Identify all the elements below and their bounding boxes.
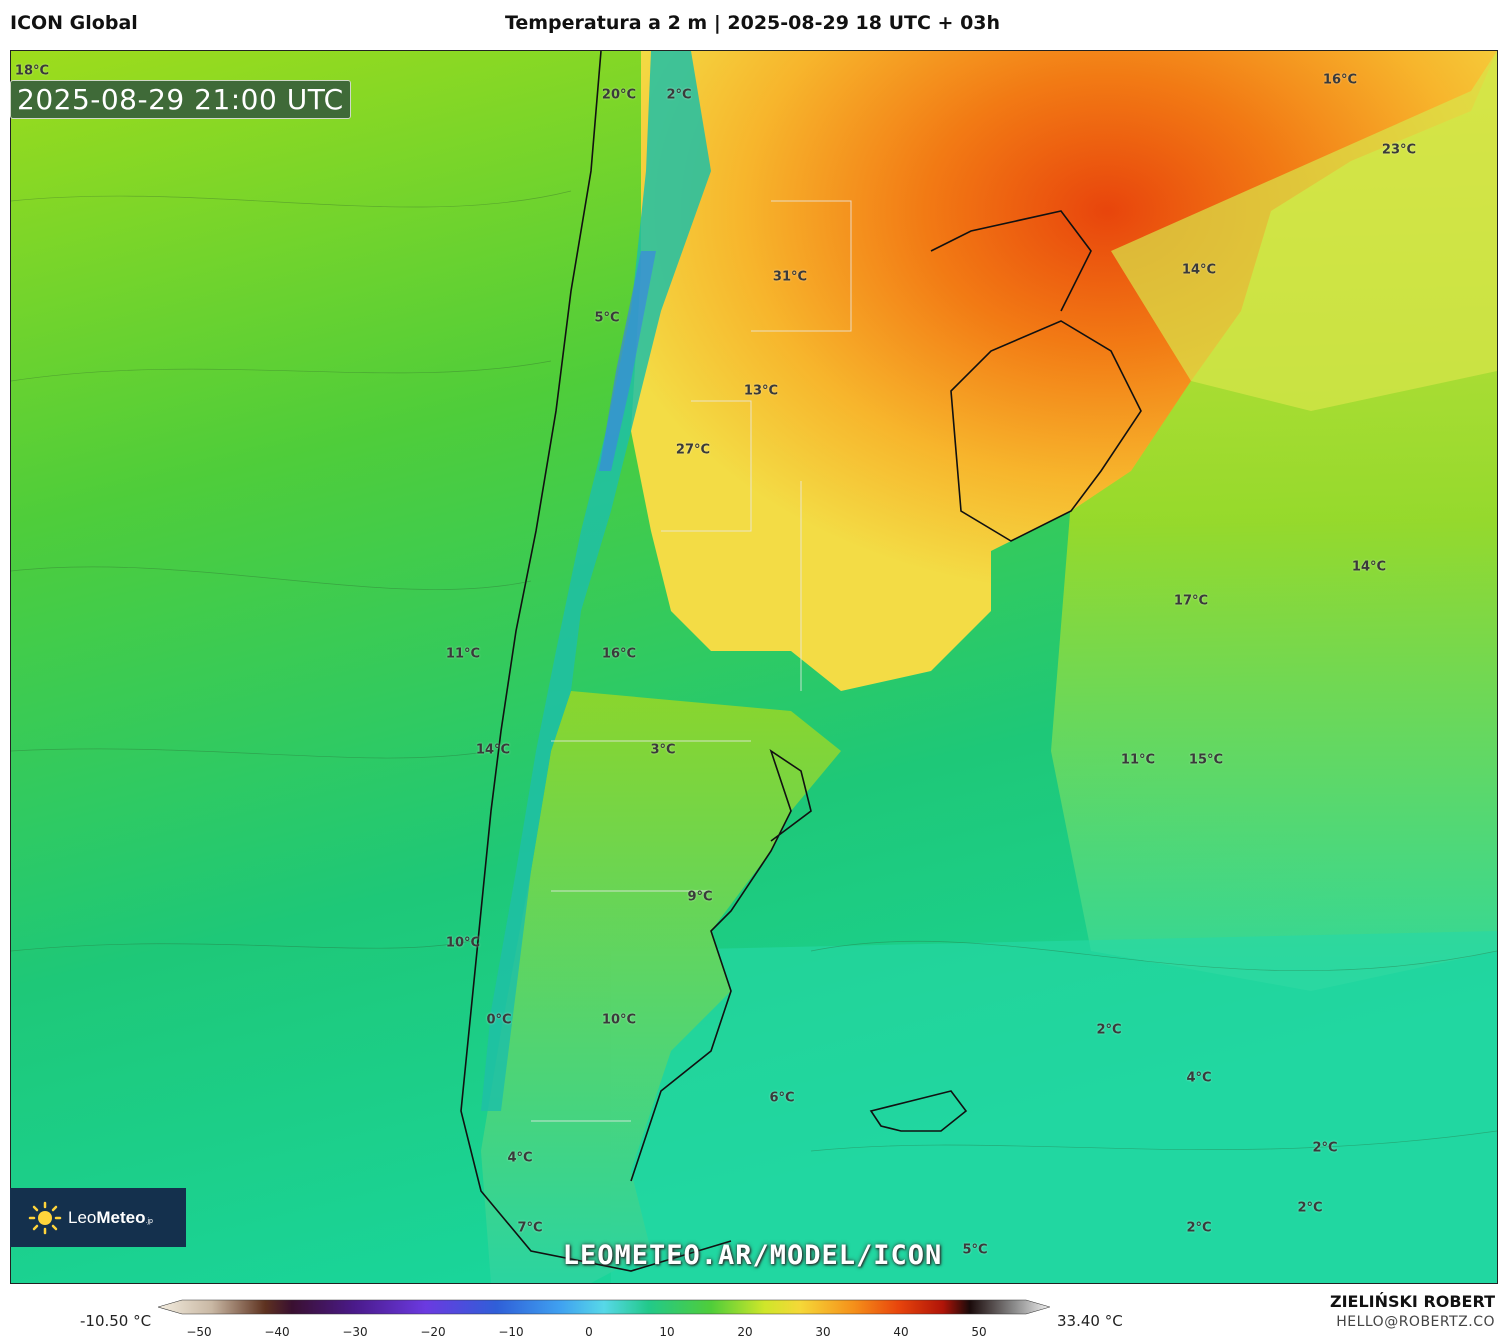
temp-label: 15°C — [1189, 753, 1223, 768]
temp-label: 23°C — [1382, 143, 1416, 158]
temp-label: 7°C — [517, 1221, 542, 1236]
valid-time-badge: 2025-08-29 21:00 UTC — [10, 80, 351, 119]
temp-label: 10°C — [446, 936, 480, 951]
colorbar-tick: 10 — [659, 1325, 674, 1339]
colorbar-max-label: 33.40 °C — [1057, 1312, 1123, 1330]
colorbar — [158, 1299, 1050, 1315]
temp-label: 4°C — [1186, 1071, 1211, 1086]
colorbar-tick: 30 — [815, 1325, 830, 1339]
temp-label: 16°C — [602, 647, 636, 662]
temp-label: 14°C — [476, 743, 510, 758]
temperature-map[interactable] — [10, 50, 1498, 1284]
temp-label: 16°C — [1323, 73, 1357, 88]
temp-label: 18°C — [15, 64, 49, 79]
colorbar-tick: 40 — [893, 1325, 908, 1339]
temp-label: 14°C — [1182, 263, 1216, 278]
colorbar-tick: 20 — [737, 1325, 752, 1339]
sun-icon — [28, 1201, 62, 1235]
colorbar-tick: 0 — [585, 1325, 593, 1339]
colorbar-tick: −10 — [498, 1325, 523, 1339]
logo-text: LeoMeteo.jp — [68, 1208, 153, 1228]
temp-label: 2°C — [1297, 1201, 1322, 1216]
colorbar-tick: −20 — [420, 1325, 445, 1339]
temp-label: 0°C — [486, 1013, 511, 1028]
temp-label: 3°C — [650, 743, 675, 758]
temp-label: 20°C — [602, 88, 636, 103]
temp-label: 4°C — [507, 1151, 532, 1166]
author-email[interactable]: HELLO@ROBERTZ.CO — [1336, 1314, 1495, 1330]
temp-label: 14°C — [1352, 560, 1386, 575]
temp-label: 31°C — [773, 270, 807, 285]
temp-label: 9°C — [687, 890, 712, 905]
temp-label: 10°C — [602, 1013, 636, 1028]
temp-label: 2°C — [1186, 1221, 1211, 1236]
temp-label: 5°C — [594, 311, 619, 326]
colorbar-tick: 50 — [971, 1325, 986, 1339]
map-title: Temperatura a 2 m | 2025-08-29 18 UTC + … — [0, 12, 1505, 34]
colorbar-min-label: -10.50 °C — [80, 1312, 151, 1330]
colorbar-tick: −30 — [342, 1325, 367, 1339]
temp-label: 27°C — [676, 443, 710, 458]
temp-label: 11°C — [1121, 753, 1155, 768]
colorbar-tick: −40 — [264, 1325, 289, 1339]
leometeo-logo[interactable]: LeoMeteo.jp — [10, 1188, 186, 1247]
watermark-url: LEOMETEO.AR/MODEL/ICON — [0, 1240, 1505, 1271]
author-credit: ZIELIŃSKI ROBERT — [1330, 1292, 1495, 1311]
temp-label: 11°C — [446, 647, 480, 662]
temp-label: 6°C — [769, 1091, 794, 1106]
temp-label: 2°C — [1312, 1141, 1337, 1156]
temp-label: 17°C — [1174, 594, 1208, 609]
colorbar-tick: −50 — [186, 1325, 211, 1339]
temperature-field — [11, 51, 1497, 1283]
temp-label: 2°C — [1096, 1023, 1121, 1038]
temp-label: 2°C — [666, 88, 691, 103]
temp-label: 13°C — [744, 384, 778, 399]
